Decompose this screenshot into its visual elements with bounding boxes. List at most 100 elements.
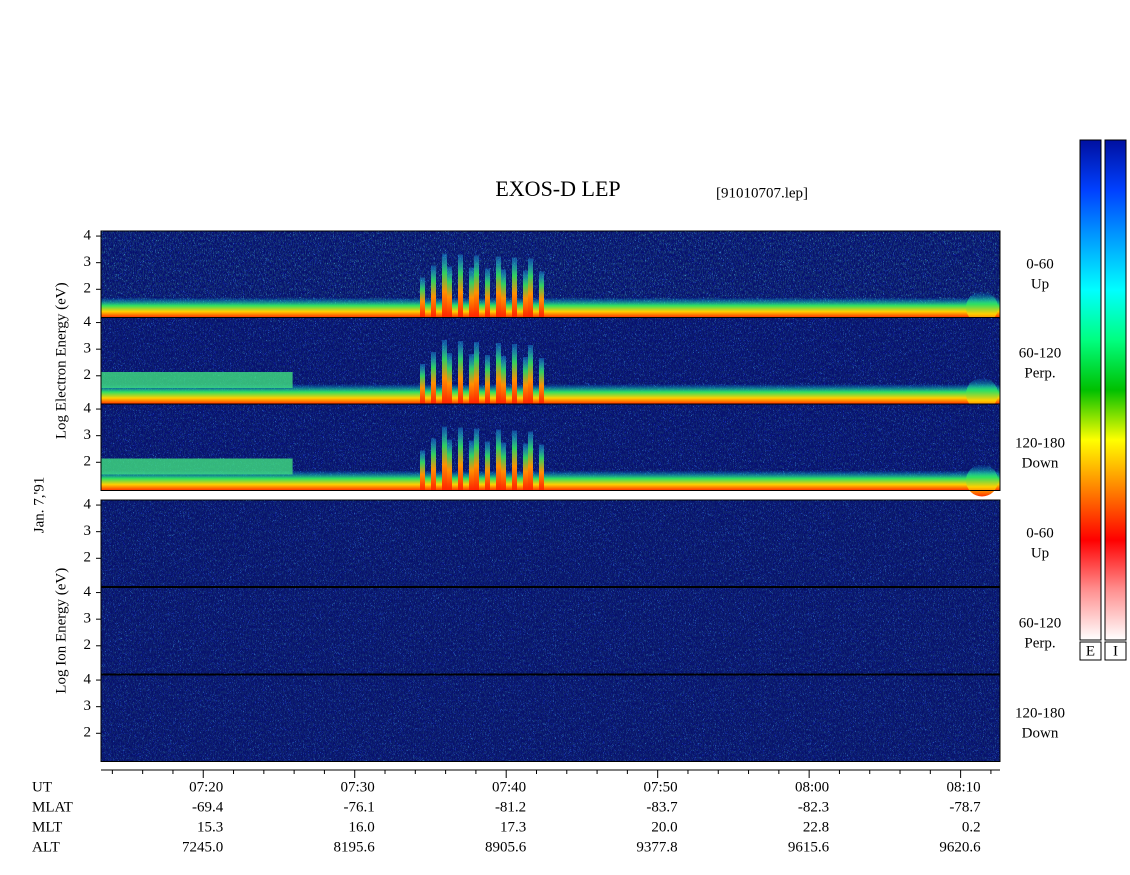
ephemeris-value: 8195.6 [333,839,375,855]
electron-burst [442,426,447,491]
panel-frame [100,499,1001,587]
panel-angle: 60-120 [1019,615,1062,631]
electron-band [101,384,1000,404]
electron-burst [512,344,517,404]
spectrogram-dots [101,675,1000,762]
electron-band-low [101,458,293,475]
electron-burst [458,254,463,318]
ephemeris-label: MLT [32,819,62,835]
electron-burst [469,267,474,318]
ephemeris-label: ALT [32,839,60,855]
spectrogram-dots [101,587,1000,674]
electron-burst [420,364,425,404]
electron-burst [431,438,436,491]
electron-burst [528,345,533,404]
electron-burst [474,255,479,318]
y-axis-label: Log Electron Energy (eV) [53,282,69,439]
x-tick-label: 07:20 [189,779,223,795]
x-tick-label: 07:50 [643,779,677,795]
electron-burst [469,354,474,404]
colorbar-label: E [1086,643,1095,659]
y-tick-label: 2 [84,281,92,297]
y-tick-label: 3 [84,698,92,714]
date-label: Jan. 7,'91 [31,477,47,533]
ephemeris-value: 8905.6 [485,839,527,855]
y-tick-label: 4 [84,400,92,416]
colorbar-label-box [1079,641,1102,661]
electron-band [101,470,1000,491]
y-tick-label: 2 [84,550,92,566]
electron-burst [431,265,436,318]
y-tick-label: 2 [84,367,92,383]
ephemeris-value: -83.7 [646,799,678,815]
panel-frame [100,674,1001,762]
panel-angle: 0-60 [1026,525,1054,541]
electron-burst [474,342,479,404]
x-tick-label: 08:10 [946,779,980,795]
electron-burst [485,355,490,404]
electron-burst [528,431,533,491]
panel-direction: Perp. [1024,635,1055,651]
electron-burst [501,356,506,404]
y-tick-label: 3 [84,427,92,443]
panel-frame [100,403,1001,491]
electron-burst [458,427,463,491]
panel-direction: Up [1031,545,1049,561]
y-tick-label: 3 [84,341,92,357]
electron-burst [496,429,501,491]
electron-burst [512,257,517,318]
ephemeris-value: 7245.0 [182,839,223,855]
panel-angle: 0-60 [1026,256,1054,272]
electron-band [101,297,1000,318]
ephemeris-value: -82.3 [798,799,829,815]
panel-angle: 60-120 [1019,345,1062,361]
ephemeris-value: 16.0 [348,819,374,835]
ephemeris-value: 9615.6 [788,839,830,855]
ephemeris-value: 17.3 [500,819,526,835]
y-tick-label: 4 [84,671,92,687]
colorbar [1104,139,1127,641]
electron-burst [442,253,447,318]
electron-burst [501,269,506,318]
electron-burst [469,440,474,491]
panel-angle: 120-180 [1015,435,1065,451]
electron-burst [474,428,479,491]
electron-burst [485,268,490,318]
electron-burst [420,450,425,491]
panel-direction: Down [1022,455,1059,471]
electron-burst [431,352,436,404]
y-tick-label: 2 [84,637,92,653]
ephemeris-value: -69.4 [192,799,224,815]
electron-band-low [101,372,293,388]
y-axis-label: Log Ion Energy (eV) [53,568,69,694]
y-tick-label: 4 [84,496,92,512]
panel-angle: 120-180 [1015,705,1065,721]
electron-burst [539,444,544,491]
electron-burst [501,442,506,491]
electron-burst [420,277,425,318]
colorbar-label-box [1104,641,1127,661]
electron-burst [496,343,501,404]
y-tick-label: 4 [84,227,92,243]
electron-burst [512,430,517,491]
ephemeris-value: 9620.6 [939,839,981,855]
chart-title: EXOS-D LEP [495,176,620,201]
electron-burst [447,353,452,404]
ephemeris-label: UT [32,779,52,795]
electron-burst [539,358,544,404]
y-tick-label: 3 [84,254,92,270]
electron-burst [523,270,528,318]
file-name: [91010707.lep] [716,185,808,201]
electron-burst-end [966,464,998,497]
ephemeris-value: -76.1 [343,799,374,815]
spectrogram-dots [101,500,1000,587]
panel-direction: Perp. [1024,365,1055,381]
ephemeris-label: MLAT [32,799,73,815]
panel-frame [100,587,1001,675]
y-tick-label: 2 [84,454,92,470]
y-tick-label: 3 [84,523,92,539]
colorbar-label: I [1113,643,1118,659]
electron-burst [447,266,452,318]
electron-burst-end [966,291,998,324]
